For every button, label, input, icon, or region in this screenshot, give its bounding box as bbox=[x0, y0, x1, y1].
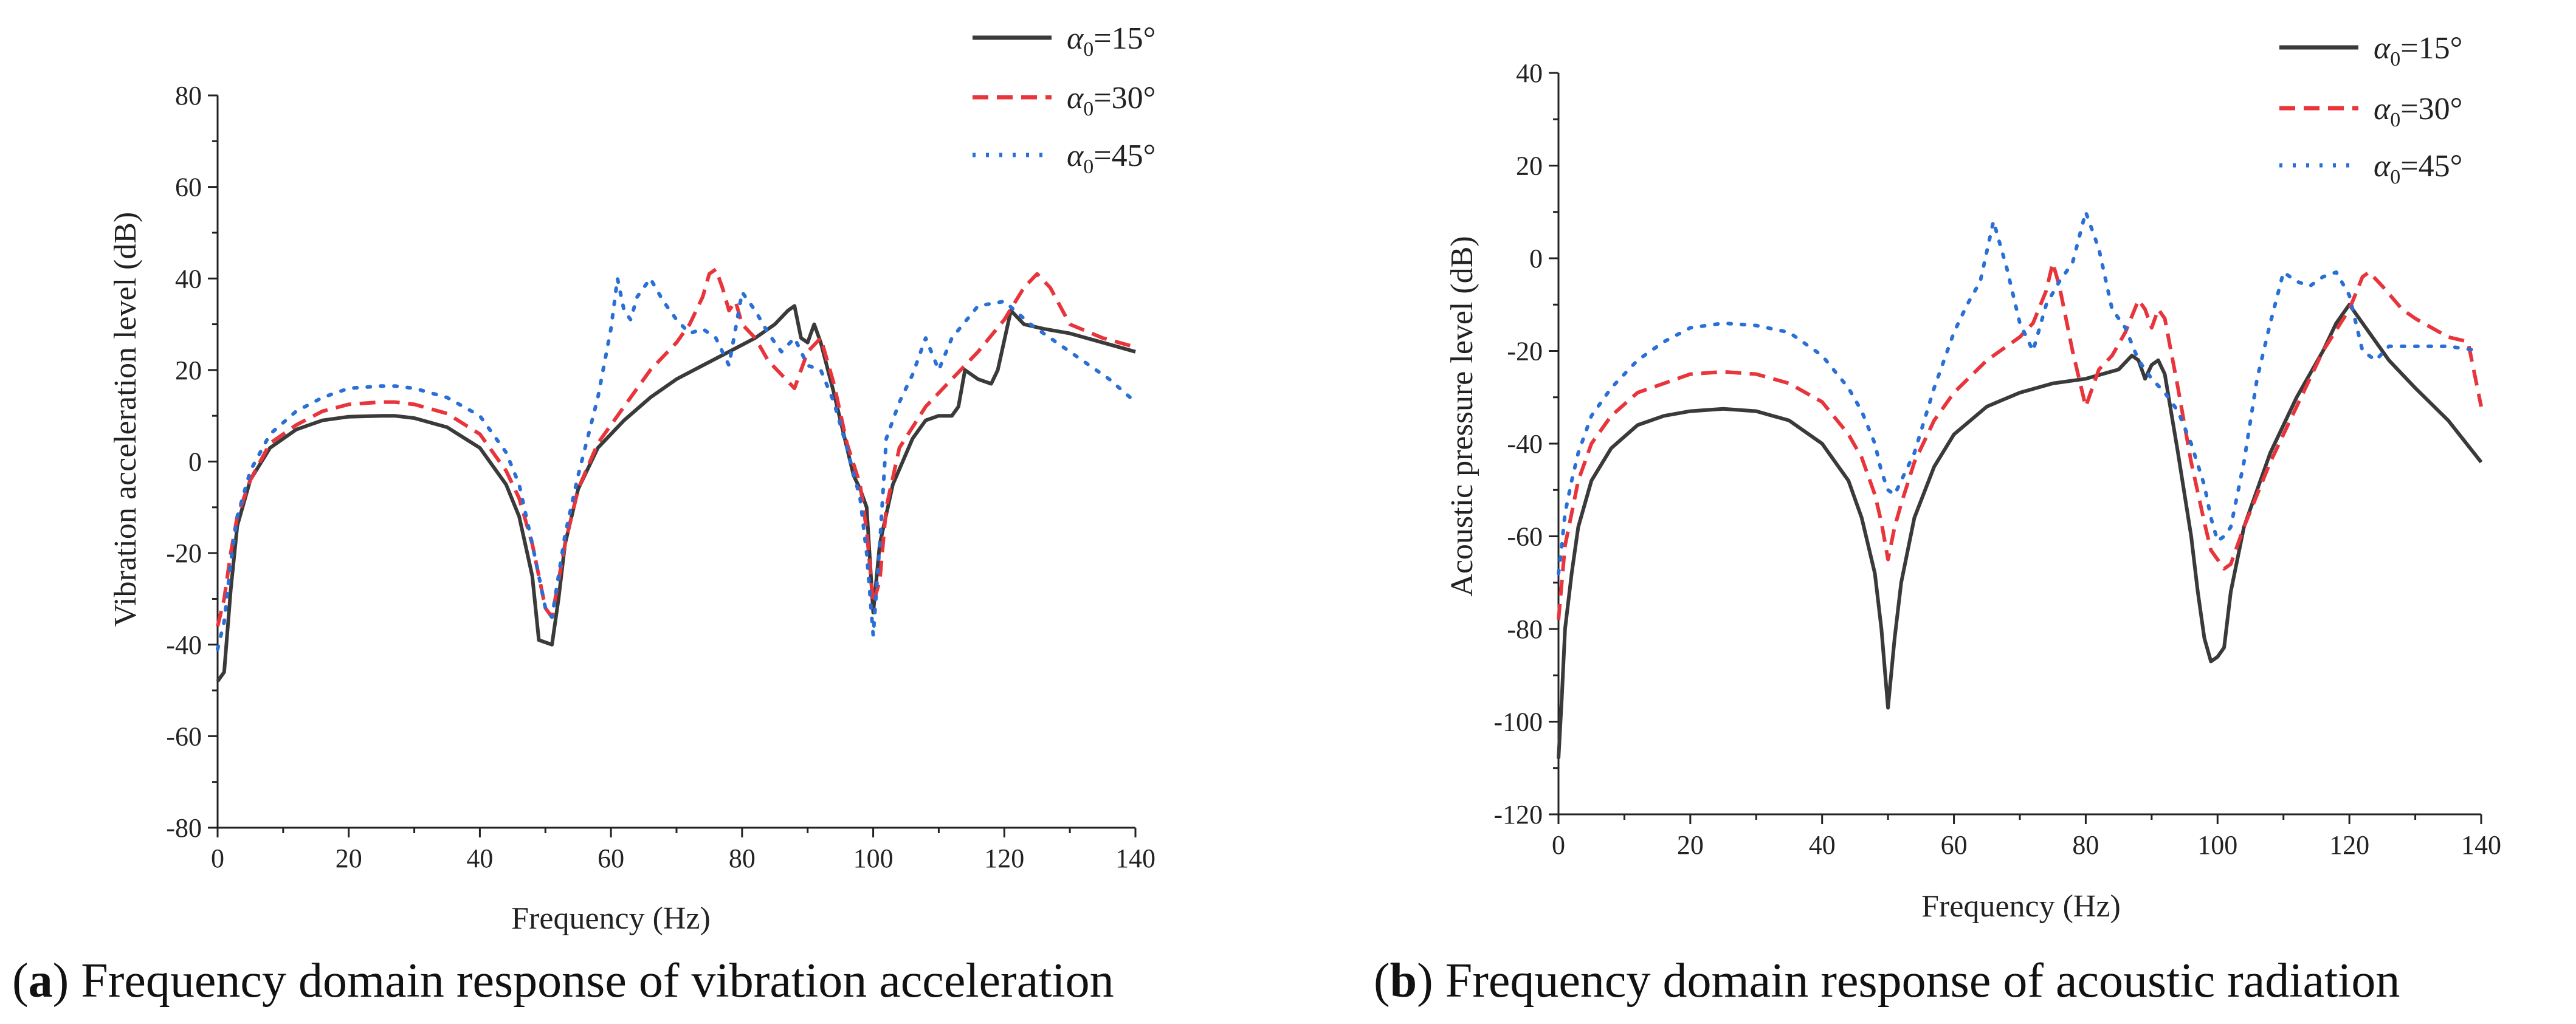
y-tick-label-b: 20 bbox=[1516, 151, 1543, 181]
x-axis-title-b: Frequency (Hz) bbox=[1921, 889, 2121, 924]
y-tick-label-b: 40 bbox=[1516, 58, 1543, 88]
x-tick-label-a: 20 bbox=[336, 844, 362, 873]
x-tick-label-b: 0 bbox=[1552, 830, 1565, 860]
caption-b: (b) Frequency domain response of acousti… bbox=[1374, 954, 2400, 1008]
x-tick-label-a: 140 bbox=[1115, 844, 1155, 873]
x-tick-label-b: 60 bbox=[1941, 830, 1968, 860]
y-tick-label-a: 40 bbox=[175, 264, 202, 294]
y-tick-label-a: -40 bbox=[166, 630, 202, 660]
legend-label-b-0: α0=15° bbox=[2374, 31, 2462, 70]
y-tick-label-a: 60 bbox=[175, 173, 202, 202]
series-line-a-1 bbox=[216, 267, 1136, 627]
y-axis-title-a: Vibration acceleration level (dB) bbox=[108, 212, 143, 627]
x-tick-label-b: 20 bbox=[1677, 830, 1704, 860]
y-tick-label-b: -20 bbox=[1507, 337, 1543, 366]
series-line-a-0 bbox=[216, 304, 1136, 682]
x-tick-label-b: 100 bbox=[2197, 830, 2237, 860]
y-tick-label-a: 0 bbox=[188, 447, 202, 477]
x-tick-label-a: 120 bbox=[984, 844, 1024, 873]
x-tick-label-b: 80 bbox=[2072, 830, 2099, 860]
series-line-b-2 bbox=[1557, 210, 2483, 576]
y-tick-label-a: 80 bbox=[175, 81, 202, 111]
y-axis-title-b: Acoustic pressure level (dB) bbox=[1445, 236, 1479, 596]
x-tick-label-a: 40 bbox=[466, 844, 493, 873]
y-tick-label-b: -100 bbox=[1493, 707, 1543, 737]
y-tick-label-b: -120 bbox=[1493, 800, 1543, 830]
y-tick-label-a: 20 bbox=[175, 356, 202, 385]
x-axis-title-a: Frequency (Hz) bbox=[511, 901, 711, 936]
y-tick-label-b: -60 bbox=[1507, 522, 1543, 552]
caption-text-b: ) Frequency domain response of acoustic … bbox=[1417, 954, 2400, 1008]
legend-a: α0=15° α0=30° α0=45° bbox=[973, 21, 1155, 178]
chart-panel-a: Vibration acceleration level (dB) Freque… bbox=[12, 21, 1155, 1008]
y-tick-label-a: -20 bbox=[166, 538, 202, 568]
y-tick-label-a: -80 bbox=[166, 813, 202, 843]
caption-letter-a: a bbox=[29, 954, 53, 1008]
legend-label-a-1: α0=30° bbox=[1067, 81, 1155, 120]
chart-panel-b: Acoustic pressure level (dB) Frequency (… bbox=[1374, 31, 2501, 1008]
legend-b: α0=15° α0=30° α0=45° bbox=[2279, 31, 2462, 188]
legend-label-b-2: α0=45° bbox=[2374, 149, 2462, 188]
y-tick-label-a: -60 bbox=[166, 721, 202, 751]
x-tick-label-a: 0 bbox=[211, 844, 224, 873]
series-line-b-0 bbox=[1557, 303, 2483, 759]
y-tick-label-b: -80 bbox=[1507, 614, 1543, 644]
series-line-a-2 bbox=[216, 277, 1137, 651]
series-line-b-1 bbox=[1557, 261, 2483, 620]
caption-text-a: ) Frequency domain response of vibration… bbox=[53, 954, 1114, 1008]
y-tick-label-b: -40 bbox=[1507, 429, 1543, 459]
x-tick-label-a: 60 bbox=[598, 844, 624, 873]
legend-label-a-2: α0=45° bbox=[1067, 139, 1155, 178]
x-tick-label-b: 40 bbox=[1809, 830, 1836, 860]
caption-a: (a) Frequency domain response of vibrati… bbox=[12, 954, 1114, 1008]
x-tick-label-b: 140 bbox=[2461, 830, 2501, 860]
x-tick-label-a: 100 bbox=[853, 844, 894, 873]
x-tick-label-b: 120 bbox=[2329, 830, 2369, 860]
legend-label-b-1: α0=30° bbox=[2374, 92, 2462, 131]
y-tick-label-b: 0 bbox=[1529, 244, 1543, 273]
legend-label-a-0: α0=15° bbox=[1067, 21, 1155, 61]
x-tick-label-a: 80 bbox=[729, 844, 756, 873]
caption-letter-b: b bbox=[1390, 954, 1417, 1008]
